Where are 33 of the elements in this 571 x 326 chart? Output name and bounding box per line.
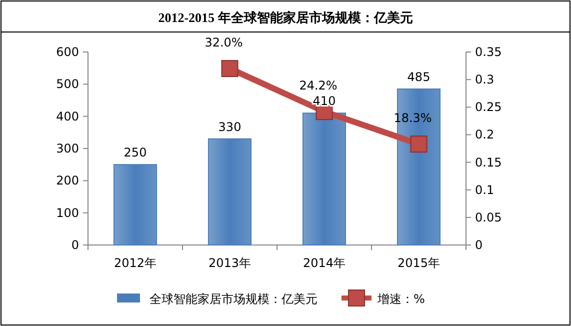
data-label: 250 bbox=[124, 146, 147, 160]
y-tick-label: 200 bbox=[56, 174, 79, 188]
point bbox=[221, 60, 238, 78]
legend-label: 增速：% bbox=[376, 292, 425, 306]
y-tick-label: 0 bbox=[71, 238, 79, 252]
data-label: 330 bbox=[218, 120, 242, 134]
x-tick-label: 2013年 bbox=[208, 256, 252, 270]
bar bbox=[113, 164, 158, 246]
bar bbox=[396, 88, 441, 246]
legend-label: 全球智能家居市场规模：亿美元 bbox=[150, 292, 318, 306]
y2-tick-label: 0.15 bbox=[475, 155, 502, 170]
y2-tick-label: 0.1 bbox=[475, 182, 494, 197]
y2-tick-label: 0.25 bbox=[475, 100, 502, 114]
y2-tick-label: 0.2 bbox=[475, 128, 494, 142]
point bbox=[410, 136, 428, 153]
y2-tick-label: 0.05 bbox=[475, 210, 502, 224]
y2-tick-label: 0.35 bbox=[475, 45, 502, 59]
y-tick-label: 300 bbox=[56, 142, 79, 156]
y2-tick-label: 0.3 bbox=[475, 72, 494, 87]
data-label: 485 bbox=[407, 70, 430, 84]
x-tick-label: 2012年 bbox=[114, 256, 157, 270]
y-tick-label: 500 bbox=[56, 77, 79, 92]
chart-title: 2012-2015 年全球智能家居市场规模：亿美元 bbox=[158, 10, 413, 25]
data-label: 32.0% bbox=[204, 36, 243, 50]
y2-tick-label: 0 bbox=[475, 238, 483, 252]
x-tick-label: 2015年 bbox=[397, 256, 440, 270]
y-tick-label: 600 bbox=[56, 45, 79, 59]
data-label: 24.2% bbox=[299, 78, 338, 93]
bar bbox=[302, 112, 346, 246]
y-tick-label: 100 bbox=[56, 206, 79, 220]
y-tick-label: 400 bbox=[56, 109, 79, 124]
bar bbox=[208, 138, 252, 246]
x-tick-label: 2014年 bbox=[302, 256, 346, 270]
